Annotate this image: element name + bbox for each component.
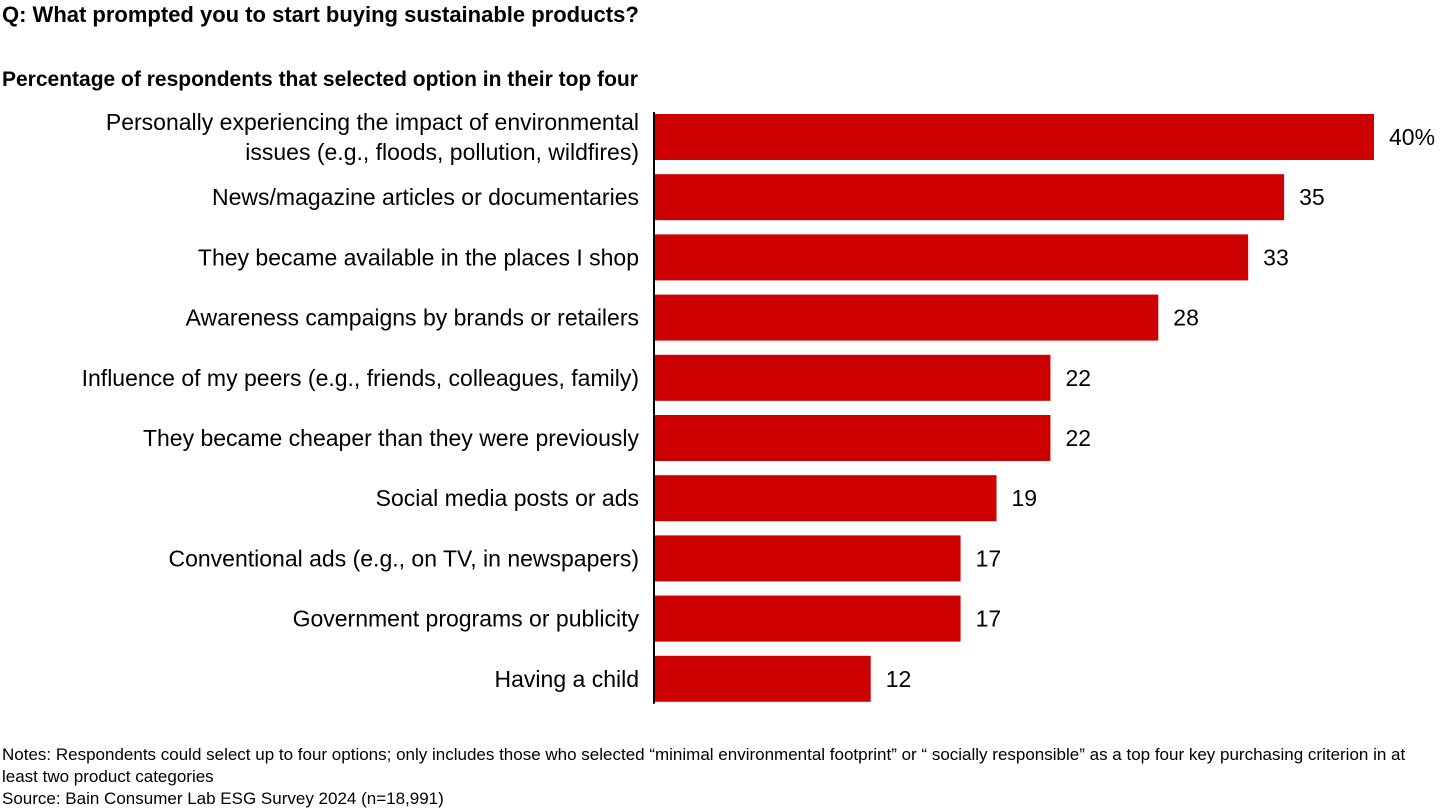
- category-label: Influence of my peers (e.g., friends, co…: [82, 365, 639, 391]
- data-label: 28: [1173, 305, 1199, 331]
- category-label: Social media posts or ads: [376, 485, 639, 511]
- category-label: Government programs or publicity: [293, 606, 640, 632]
- bar-chart: 40% Personally experiencing the impact of…: [82, 109, 1435, 704]
- data-label: 22: [1065, 365, 1091, 391]
- category-label: News/magazine articles or documentaries: [212, 184, 639, 210]
- category-label: Having a child: [495, 666, 639, 692]
- category-label: Awareness campaigns by brands or retaile…: [186, 305, 639, 331]
- notes-text: Notes: Respondents could select up to fo…: [2, 745, 1406, 786]
- data-label: 12: [886, 666, 912, 692]
- bar: [655, 655, 871, 702]
- data-label: 33: [1263, 244, 1289, 270]
- data-label: 17: [976, 545, 1002, 571]
- category-label: issues (e.g., floods, pollution, wildfir…: [245, 139, 639, 165]
- bar: [655, 415, 1051, 461]
- chart-subtitle: Percentage of respondents that selected …: [2, 68, 638, 91]
- category-label: Personally experiencing the impact of en…: [106, 109, 639, 135]
- category-label: They became cheaper than they were previ…: [143, 425, 640, 451]
- data-label: 22: [1065, 425, 1091, 451]
- data-label: 35: [1299, 184, 1325, 210]
- bar: [655, 535, 961, 582]
- chart-question: Q: What prompted you to start buying sus…: [2, 2, 639, 27]
- footnotes: Notes: Respondents could select up to fo…: [2, 744, 1438, 810]
- category-label: They became available in the places I sh…: [198, 244, 639, 270]
- data-label: 40%: [1389, 124, 1435, 150]
- bar: [655, 174, 1285, 221]
- bar: [655, 354, 1051, 401]
- data-label: 19: [1012, 485, 1038, 511]
- source-text: Source: Bain Consumer Lab ESG Survey 202…: [2, 789, 444, 808]
- category-label: Conventional ads (e.g., on TV, in newspa…: [168, 545, 639, 571]
- data-label: 17: [976, 606, 1002, 632]
- bar: [655, 294, 1159, 341]
- bar: [655, 114, 1374, 160]
- bar: [655, 595, 961, 642]
- bar: [655, 234, 1249, 281]
- bar: [655, 475, 997, 522]
